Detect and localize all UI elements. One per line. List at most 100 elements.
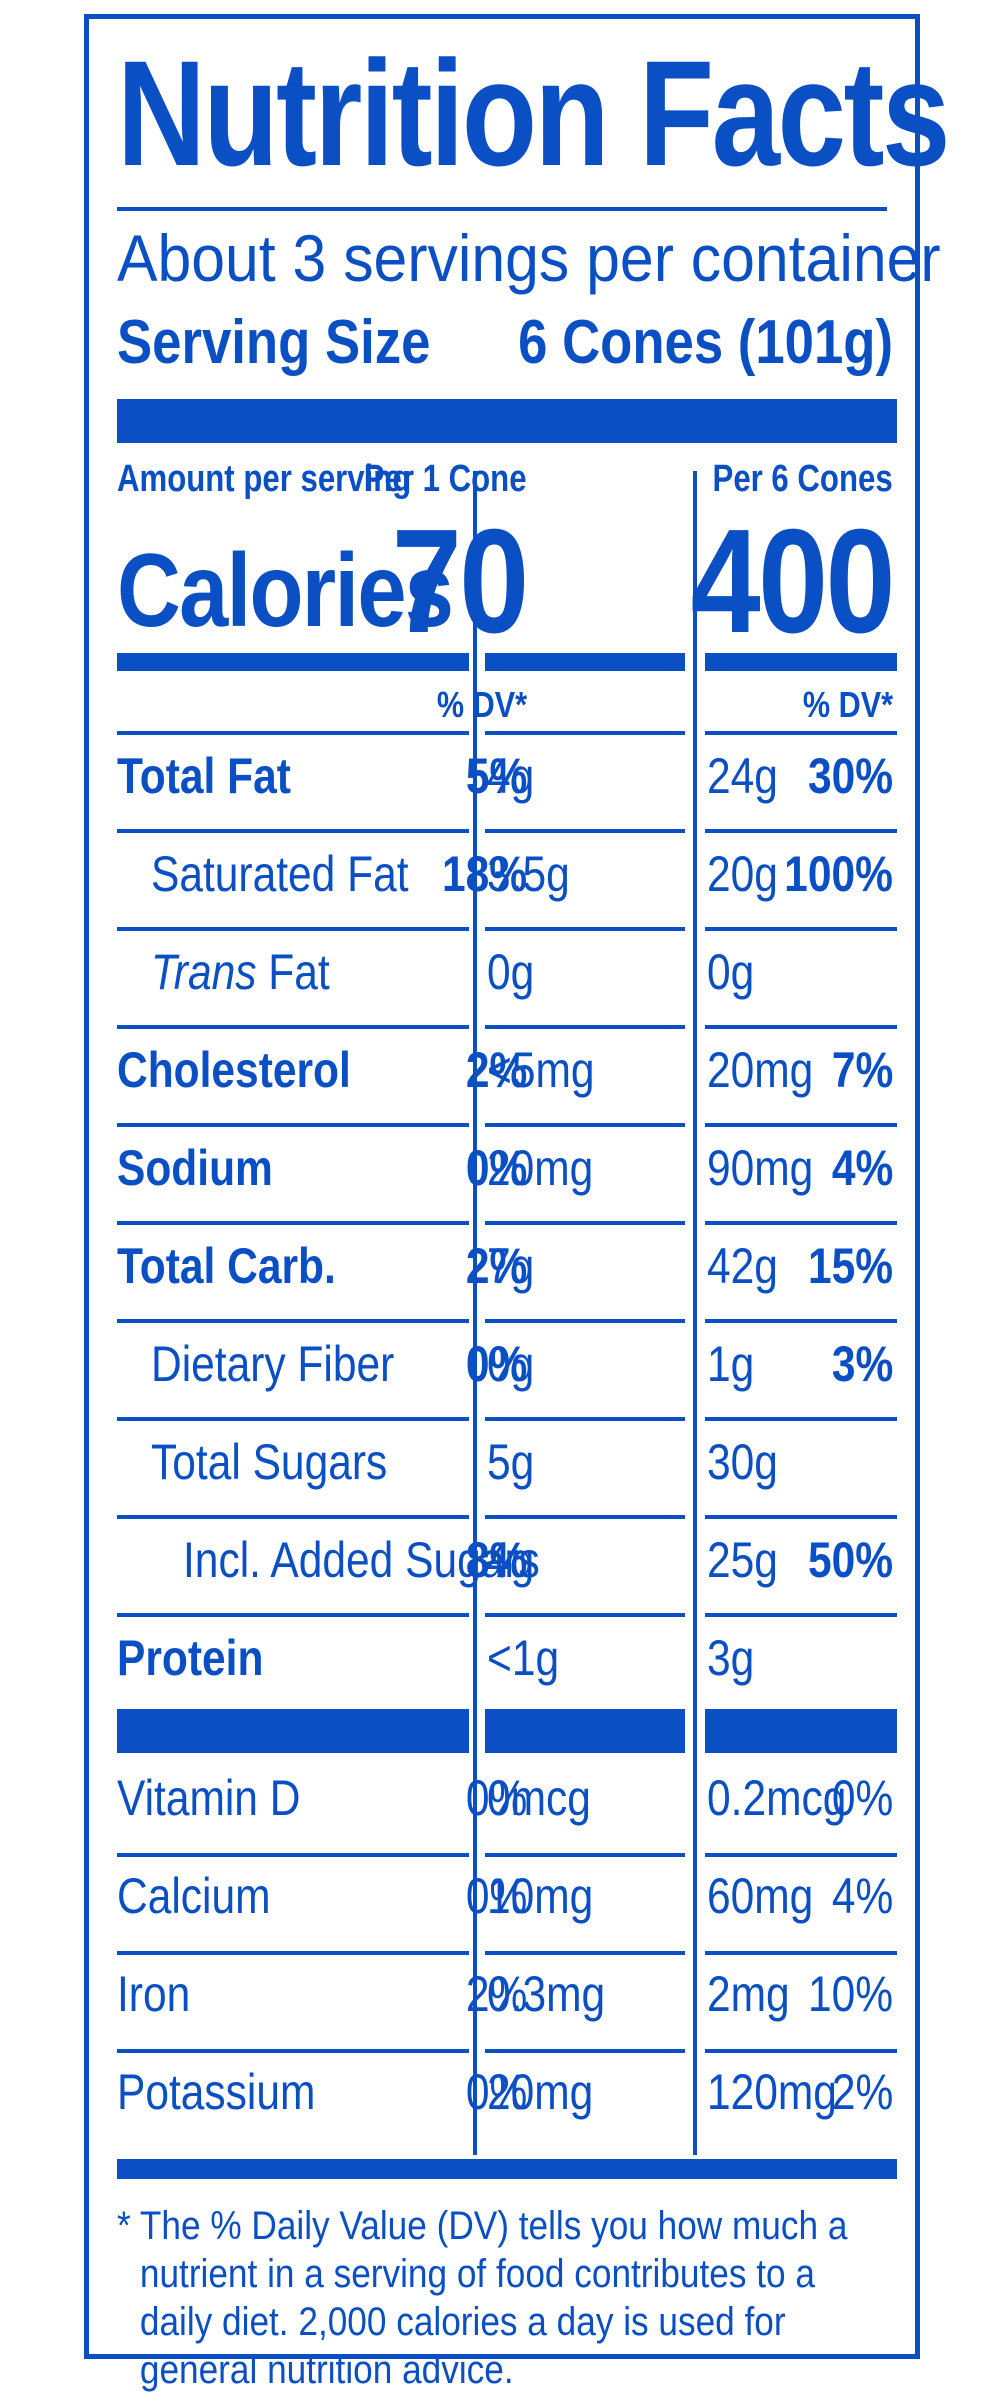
vitamin-name: Iron: [117, 1966, 191, 2022]
col1-dv: 2%: [465, 1966, 527, 2022]
col1-amount: 0g: [487, 944, 535, 1000]
column-divider-2: [693, 471, 697, 2155]
row-rule: [117, 1951, 469, 1955]
col2-amount: 0.2mcg: [707, 1770, 847, 1826]
row-rule: [117, 2049, 469, 2053]
row-rule: [485, 927, 685, 931]
col1-amount: 0mcg: [487, 1770, 591, 1826]
title-rule: [117, 207, 887, 211]
calories-bar-col1: [485, 653, 685, 671]
col1-amount: <1g: [487, 1630, 560, 1686]
col2-dv: 15%: [807, 1238, 893, 1294]
col1-dv: 2%: [465, 1238, 527, 1294]
nutrient-name: Trans Fat: [151, 945, 330, 1000]
col1-amount: 5g: [487, 1434, 535, 1490]
col2-calories: 400: [690, 499, 896, 664]
row-rule: [117, 1853, 469, 1857]
col1-amount: 0g: [487, 1336, 535, 1392]
col2-dv: 50%: [807, 1532, 893, 1588]
col1-amount: 7g: [487, 1238, 535, 1294]
nutrient-name: Saturated Fat: [151, 846, 409, 902]
col1-amount: 10mg: [487, 1868, 594, 1924]
nutrient-name: Incl. Added Sugars: [183, 1532, 540, 1588]
col2-amount: 24g: [707, 748, 778, 804]
row-rule: [117, 1515, 469, 1519]
col2-amount: 90mg: [707, 1140, 814, 1196]
nutrient-name-rest: Fat: [256, 944, 330, 1000]
row-rule: [117, 927, 469, 931]
row-rule: [117, 1025, 469, 1029]
col1-calories: 70: [392, 499, 529, 664]
nutrient-name: Total Fat: [117, 748, 291, 804]
col2-dv: 4%: [831, 1868, 893, 1924]
col2-dv: 0%: [831, 1770, 893, 1826]
col2-amount: 60mg: [707, 1868, 814, 1924]
col1-amount: 3.5g: [487, 846, 570, 902]
nutrition-facts-label: Nutrition Facts About 3 servings per con…: [84, 14, 950, 2392]
col2-amount: 120mg: [707, 2064, 837, 2120]
row-rule: [485, 1319, 685, 1323]
nutrient-name: Sodium: [117, 1140, 273, 1196]
col2-dv: 2%: [831, 2064, 893, 2120]
row-rule: [117, 1123, 469, 1127]
thick-bar-top: [117, 399, 897, 443]
nutrient-name: Cholesterol: [117, 1042, 351, 1098]
col1-amount: 20mg: [487, 2064, 594, 2120]
row-rule: [705, 1613, 897, 1617]
row-rule: [117, 1221, 469, 1225]
row-rule: [705, 1951, 897, 1955]
col2-dv: 10%: [807, 1966, 893, 2022]
footnote: * The % Daily Value (DV) tells you how m…: [117, 2202, 847, 2394]
row-rule: [485, 1221, 685, 1225]
nutrient-name: Protein: [117, 1630, 264, 1686]
col2-amount: 20mg: [707, 1042, 814, 1098]
col2-amount: 1g: [707, 1336, 755, 1392]
row-rule: [485, 829, 685, 833]
col2-dv: 100%: [784, 846, 893, 902]
col1-dv-header: % DV*: [436, 684, 527, 725]
row-rule: [485, 1025, 685, 1029]
row-rule: [485, 1951, 685, 1955]
col1-dv: 8%: [465, 1532, 527, 1588]
row-rule: [705, 927, 897, 931]
row-rule: [485, 1853, 685, 1857]
col2-dv: 30%: [807, 748, 893, 804]
footnote-text: The % Daily Value (DV) tells you how muc…: [139, 2204, 848, 2392]
servings-per-container: About 3 servings per container: [117, 221, 941, 295]
col2-amount: 3g: [707, 1630, 755, 1686]
col2-dv: 7%: [831, 1042, 893, 1098]
col1-dv: 0%: [465, 1336, 527, 1392]
column-divider-1: [473, 471, 477, 2155]
row-rule: [705, 1417, 897, 1421]
row-rule: [117, 731, 469, 735]
col2-header: Per 6 Cones: [712, 458, 893, 500]
vitamins-bar-col1: [485, 1709, 685, 1753]
nutrient-name-prefix: Trans: [151, 944, 257, 1000]
row-rule: [485, 1123, 685, 1127]
nutrient-name: Total Sugars: [151, 1434, 388, 1490]
thick-bar-bottom: [117, 2159, 897, 2179]
amount-per-serving: Amount per serving: [117, 458, 412, 500]
row-rule: [705, 1221, 897, 1225]
row-rule: [117, 829, 469, 833]
row-rule: [705, 829, 897, 833]
col1-dv: 0%: [465, 1868, 527, 1924]
col2-dv: 3%: [831, 1336, 893, 1392]
col2-dv-header: % DV*: [802, 684, 893, 725]
col1-dv: 18%: [441, 846, 527, 902]
serving-size-label: Serving Size: [117, 308, 431, 377]
row-rule: [117, 1319, 469, 1323]
row-rule: [705, 1853, 897, 1857]
vitamin-name: Vitamin D: [117, 1770, 301, 1826]
col1-dv: 0%: [465, 2064, 527, 2120]
serving-size-value: 6 Cones (101g): [518, 308, 893, 377]
vitamins-bar-name: [117, 1709, 469, 1753]
nutrient-name: Total Carb.: [117, 1238, 336, 1294]
col2-amount: 0g: [707, 944, 755, 1000]
col1-dv: 0%: [465, 1770, 527, 1826]
row-rule: [705, 731, 897, 735]
col2-amount: 20g: [707, 846, 778, 902]
row-rule: [117, 1613, 469, 1617]
nutrient-name: Dietary Fiber: [151, 1336, 395, 1392]
col1-dv: 0%: [465, 1140, 527, 1196]
